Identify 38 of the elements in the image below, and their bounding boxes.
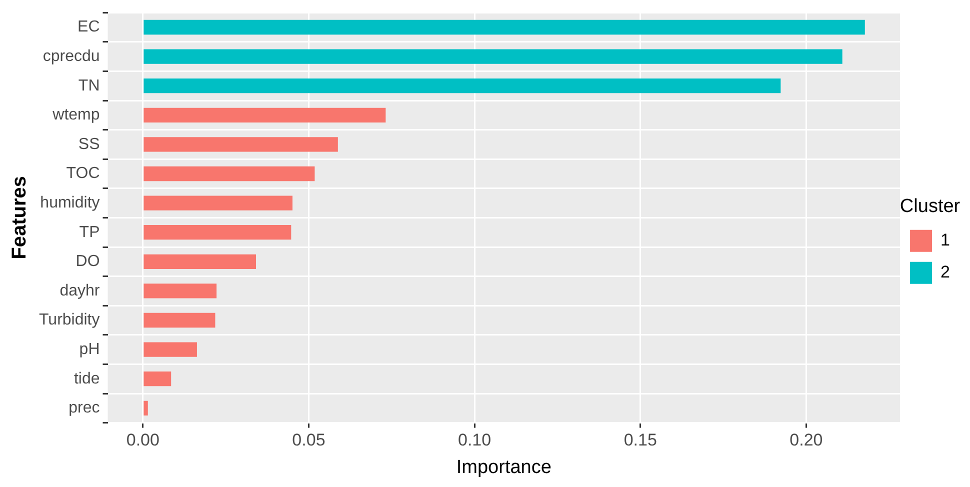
bar bbox=[144, 372, 172, 386]
y-tick-label: humidity bbox=[40, 194, 100, 212]
x-tick-label: 0.15 bbox=[624, 430, 657, 450]
y-tick-label: prec bbox=[68, 400, 100, 417]
y-tick-label: pH bbox=[79, 340, 100, 358]
bar bbox=[144, 312, 216, 328]
x-tick-label: 0.20 bbox=[790, 430, 823, 450]
y-tick-label: wtemp bbox=[52, 106, 100, 124]
y-tick-label: TOC bbox=[66, 165, 100, 182]
bar bbox=[144, 342, 197, 357]
bar bbox=[144, 166, 315, 182]
y-tick-label: dayhr bbox=[60, 282, 100, 300]
y-tick-label: cprecdu bbox=[42, 48, 100, 65]
x-tick-label: 0.10 bbox=[458, 430, 492, 450]
bar bbox=[144, 284, 217, 298]
bar bbox=[144, 225, 292, 240]
x-tick-label: 0.00 bbox=[126, 430, 160, 450]
bar bbox=[144, 78, 781, 94]
bar bbox=[144, 400, 148, 416]
bar bbox=[144, 20, 865, 35]
x-tick-label: 0.05 bbox=[292, 430, 326, 450]
bar bbox=[144, 108, 386, 122]
y-tick-label: TN bbox=[78, 77, 100, 94]
bar bbox=[144, 254, 256, 269]
x-axis-title: Importance bbox=[456, 456, 552, 478]
bar bbox=[144, 49, 842, 64]
legend-title: Cluster bbox=[900, 196, 961, 217]
y-tick-label: EC bbox=[78, 18, 100, 36]
y-tick-label: DO bbox=[76, 253, 100, 270]
y-tick-label: SS bbox=[78, 136, 100, 153]
y-tick-label: Turbidity bbox=[38, 312, 100, 329]
bar bbox=[144, 137, 338, 152]
legend-label: 2 bbox=[940, 262, 950, 282]
bar bbox=[144, 196, 292, 210]
legend-label: 1 bbox=[940, 230, 950, 250]
y-tick-label: TP bbox=[79, 224, 100, 241]
y-tick-label: tide bbox=[74, 370, 100, 388]
y-axis-title: Features bbox=[8, 176, 31, 260]
